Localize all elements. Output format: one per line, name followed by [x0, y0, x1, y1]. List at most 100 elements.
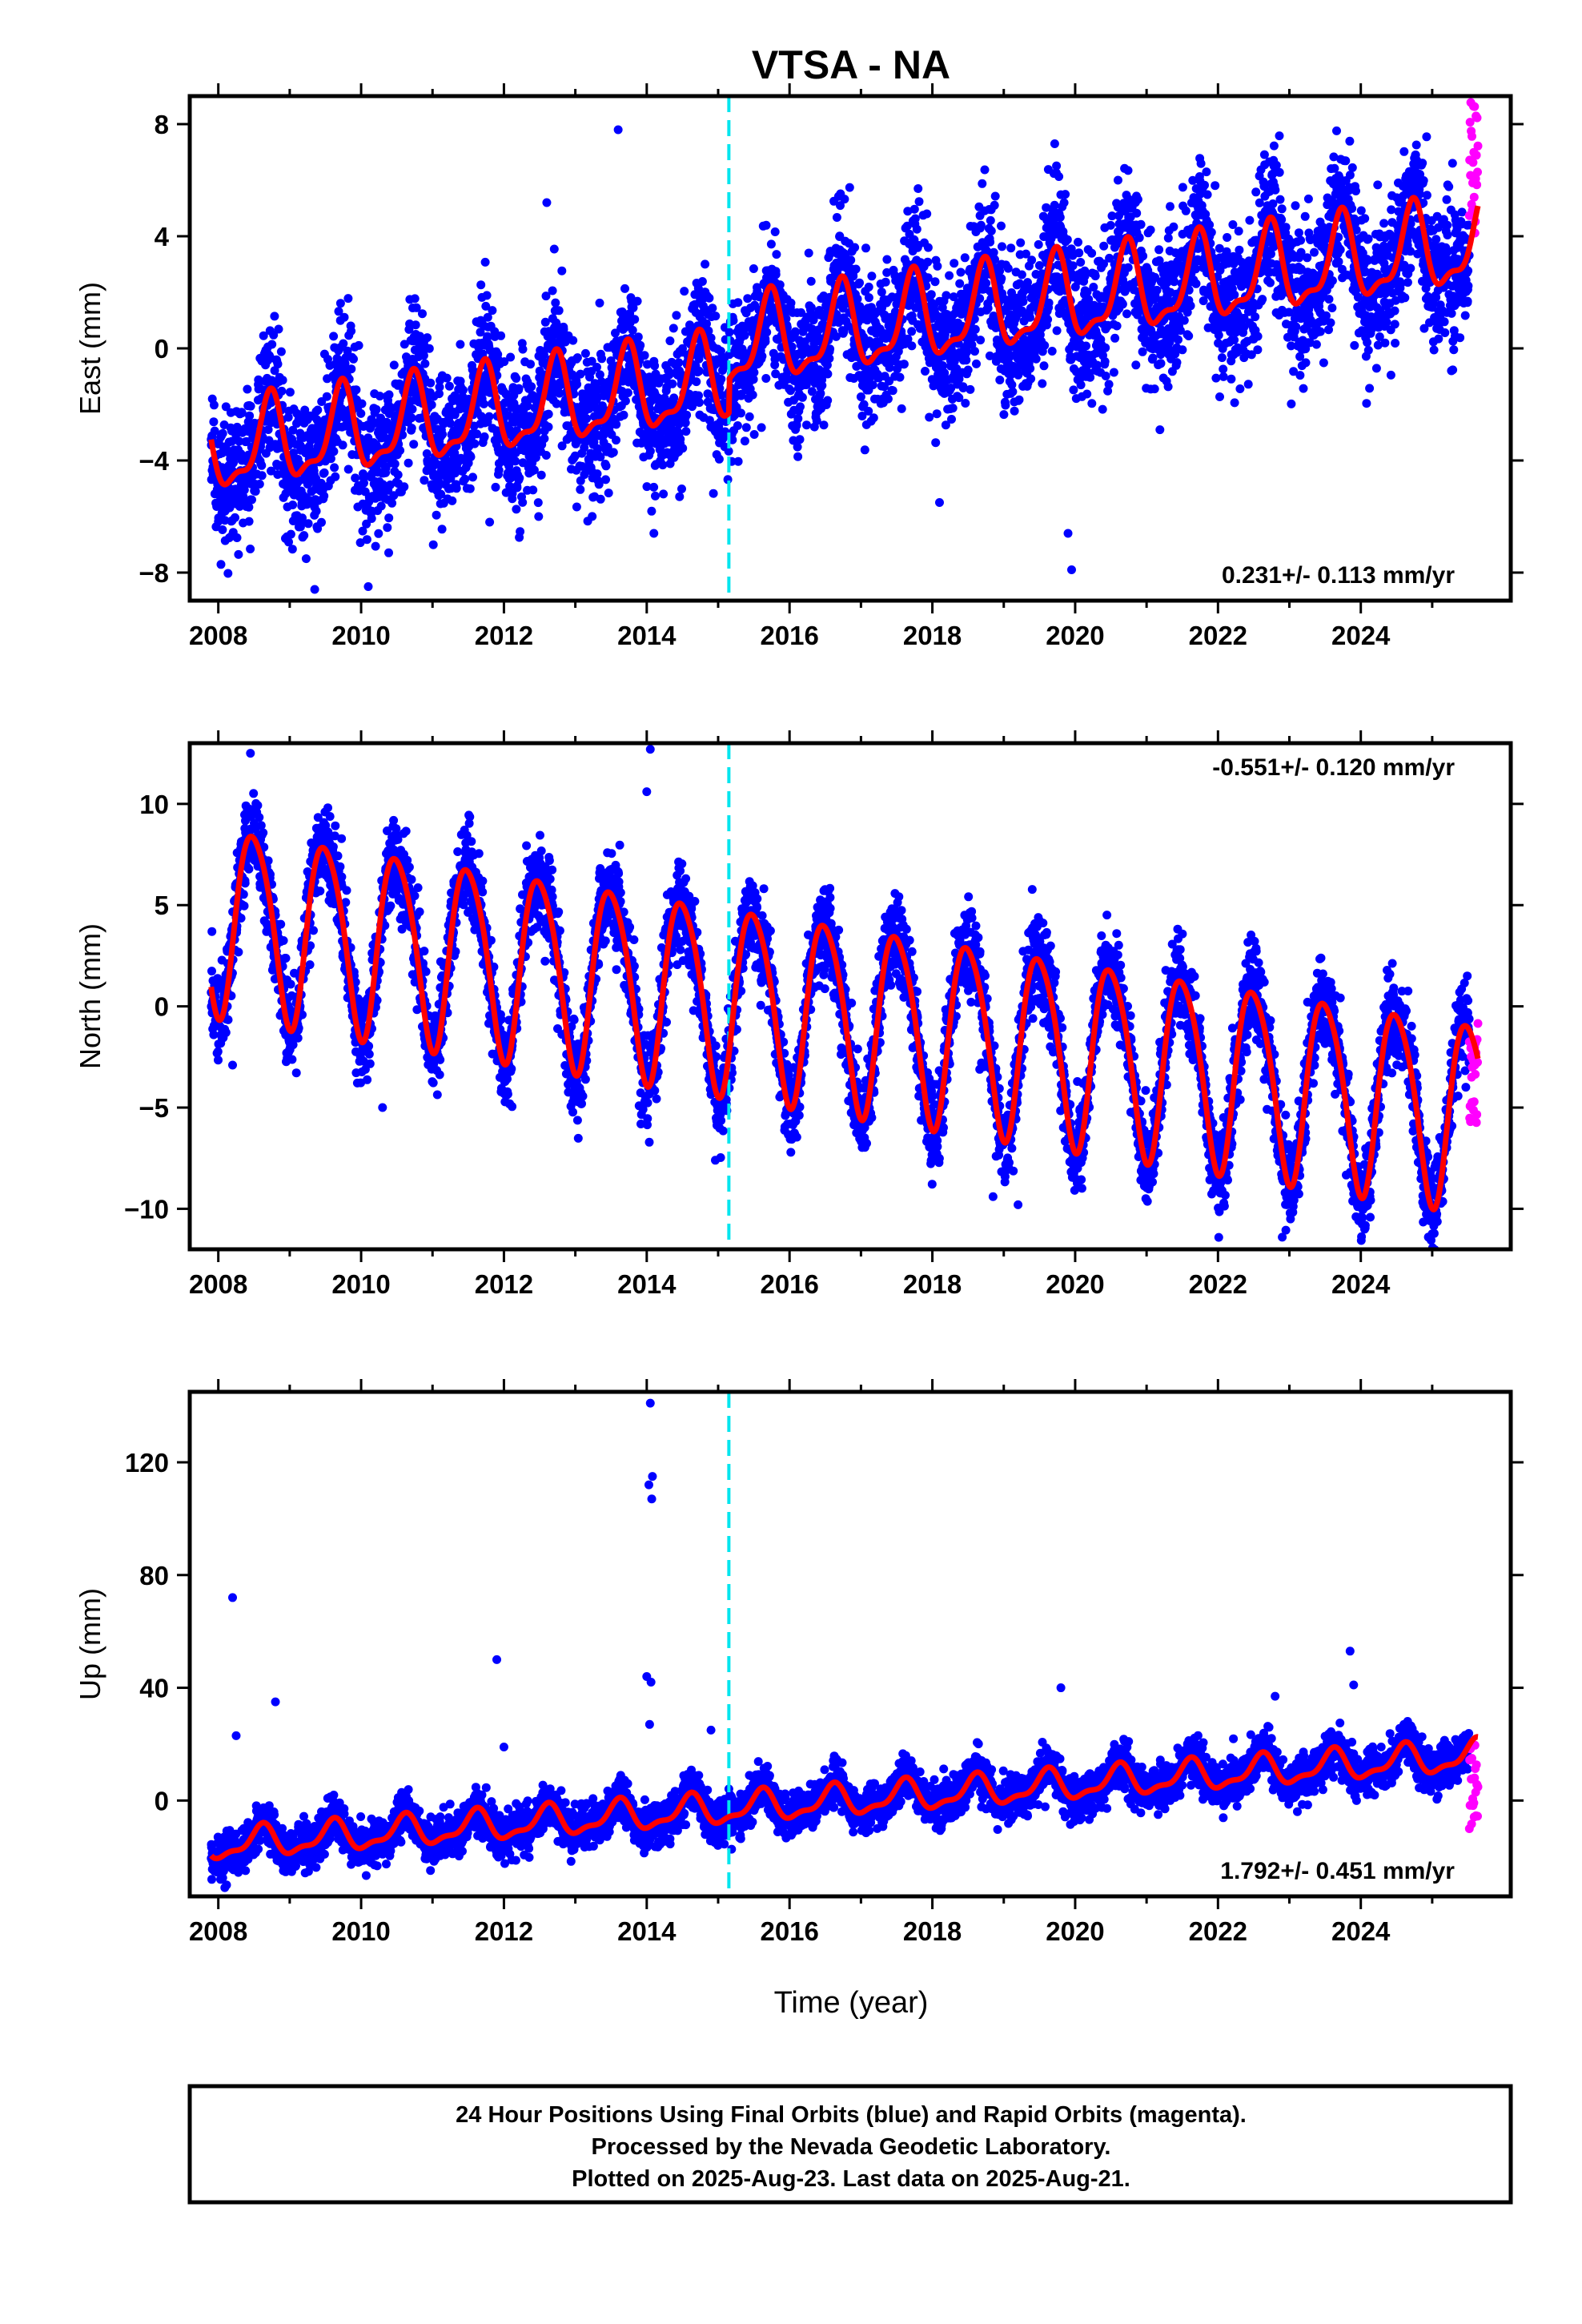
east-data-point — [536, 470, 546, 480]
east-data-point — [1050, 200, 1059, 210]
east-data-point — [347, 364, 356, 374]
east-data-point — [986, 215, 995, 225]
east-data-point — [672, 311, 681, 320]
east-data-point — [645, 446, 655, 456]
east-data-point — [329, 332, 339, 341]
east-data-point — [678, 444, 688, 453]
east-data-point — [209, 417, 219, 427]
east-data-point — [1311, 340, 1321, 349]
east-data-point — [1235, 245, 1244, 255]
east-data-point — [534, 512, 544, 521]
east-data-point — [771, 270, 781, 279]
east-data-point — [692, 377, 701, 387]
east-data-point — [980, 165, 990, 175]
east-data-point — [1146, 225, 1155, 235]
east-data-point — [956, 267, 966, 277]
east-data-point — [990, 191, 1000, 201]
east-data-point — [1181, 206, 1191, 215]
east-data-point — [220, 516, 230, 525]
east-data-point — [541, 292, 551, 301]
east-data-point — [356, 408, 366, 418]
east-data-point — [623, 388, 632, 397]
east-data-point — [1131, 360, 1141, 370]
east-data-point — [962, 356, 971, 365]
east-data-point — [234, 549, 243, 559]
east-data-point — [770, 227, 780, 236]
east-data-point — [1156, 359, 1166, 368]
east-data-point — [923, 243, 933, 252]
east-data-point — [761, 374, 771, 383]
east-data-point — [1100, 357, 1110, 366]
east-data-point — [1034, 261, 1044, 270]
east-data-point — [633, 332, 643, 342]
east-data-point — [658, 460, 668, 470]
east-data-point — [384, 390, 394, 400]
east-data-point — [1082, 389, 1092, 399]
east-data-point — [1251, 312, 1260, 322]
east-data-point — [995, 376, 1005, 384]
east-data-point — [895, 372, 905, 382]
east-data-point — [1287, 399, 1296, 408]
east-data-point — [329, 447, 339, 456]
east-data-point — [242, 436, 251, 446]
east-data-point — [1034, 239, 1043, 249]
east-data-point — [960, 253, 970, 263]
east-data-point — [1076, 258, 1086, 267]
east-data-point — [1043, 315, 1053, 324]
east-data-point — [1277, 215, 1287, 224]
east-data-point — [286, 529, 295, 539]
east-data-point — [1138, 347, 1147, 356]
east-data-point — [733, 421, 742, 430]
east-data-point — [999, 410, 1009, 420]
east-data-point — [1003, 263, 1013, 273]
east-data-point — [701, 259, 710, 269]
east-data-point — [1227, 374, 1236, 384]
east-data-point — [665, 336, 675, 346]
east-data-point — [544, 409, 553, 419]
east-data-point — [299, 531, 309, 541]
east-data-point — [972, 359, 981, 368]
east-data-point — [1163, 382, 1173, 392]
east-data-point — [270, 312, 279, 321]
east-data-point — [806, 276, 816, 286]
east-data-point — [231, 513, 239, 522]
east-data-point — [343, 346, 352, 356]
east-data-point — [986, 237, 995, 247]
east-data-point — [472, 429, 482, 439]
east-data-point — [343, 464, 353, 474]
east-data-point — [1010, 406, 1019, 416]
east-data-point — [1061, 190, 1070, 199]
east-data-point — [749, 430, 759, 439]
east-data-point — [512, 374, 521, 383]
east-data-point — [349, 354, 358, 364]
east-data-point — [1303, 194, 1313, 203]
east-data-point — [1251, 187, 1261, 197]
east-data-point — [246, 545, 255, 553]
east-data-point — [437, 525, 447, 534]
east-data-point — [523, 401, 532, 411]
east-data-point — [1101, 343, 1110, 352]
east-data-point — [1296, 235, 1306, 245]
east-data-point — [511, 456, 520, 466]
east-data-point — [1295, 371, 1305, 380]
east-data-point — [326, 454, 335, 464]
east-data-point — [888, 386, 897, 396]
east-data-point — [1026, 374, 1036, 384]
east-data-point — [384, 548, 393, 557]
east-data-point — [1259, 150, 1269, 159]
east-data-point — [1050, 139, 1059, 148]
east-data-point — [209, 400, 219, 410]
east-data-point — [436, 489, 446, 499]
east-data-point — [1219, 364, 1228, 374]
east-data-point — [317, 517, 326, 527]
east-data-point — [1133, 195, 1142, 204]
east-data-point — [251, 487, 260, 496]
east-data-point — [533, 498, 543, 508]
east-data-point — [540, 434, 549, 444]
east-data-point — [869, 413, 878, 423]
east-data-point — [851, 264, 861, 274]
east-data-point — [640, 351, 649, 360]
east-data-point — [225, 503, 235, 513]
east-data-point — [932, 409, 942, 419]
east-data-point — [882, 255, 892, 264]
